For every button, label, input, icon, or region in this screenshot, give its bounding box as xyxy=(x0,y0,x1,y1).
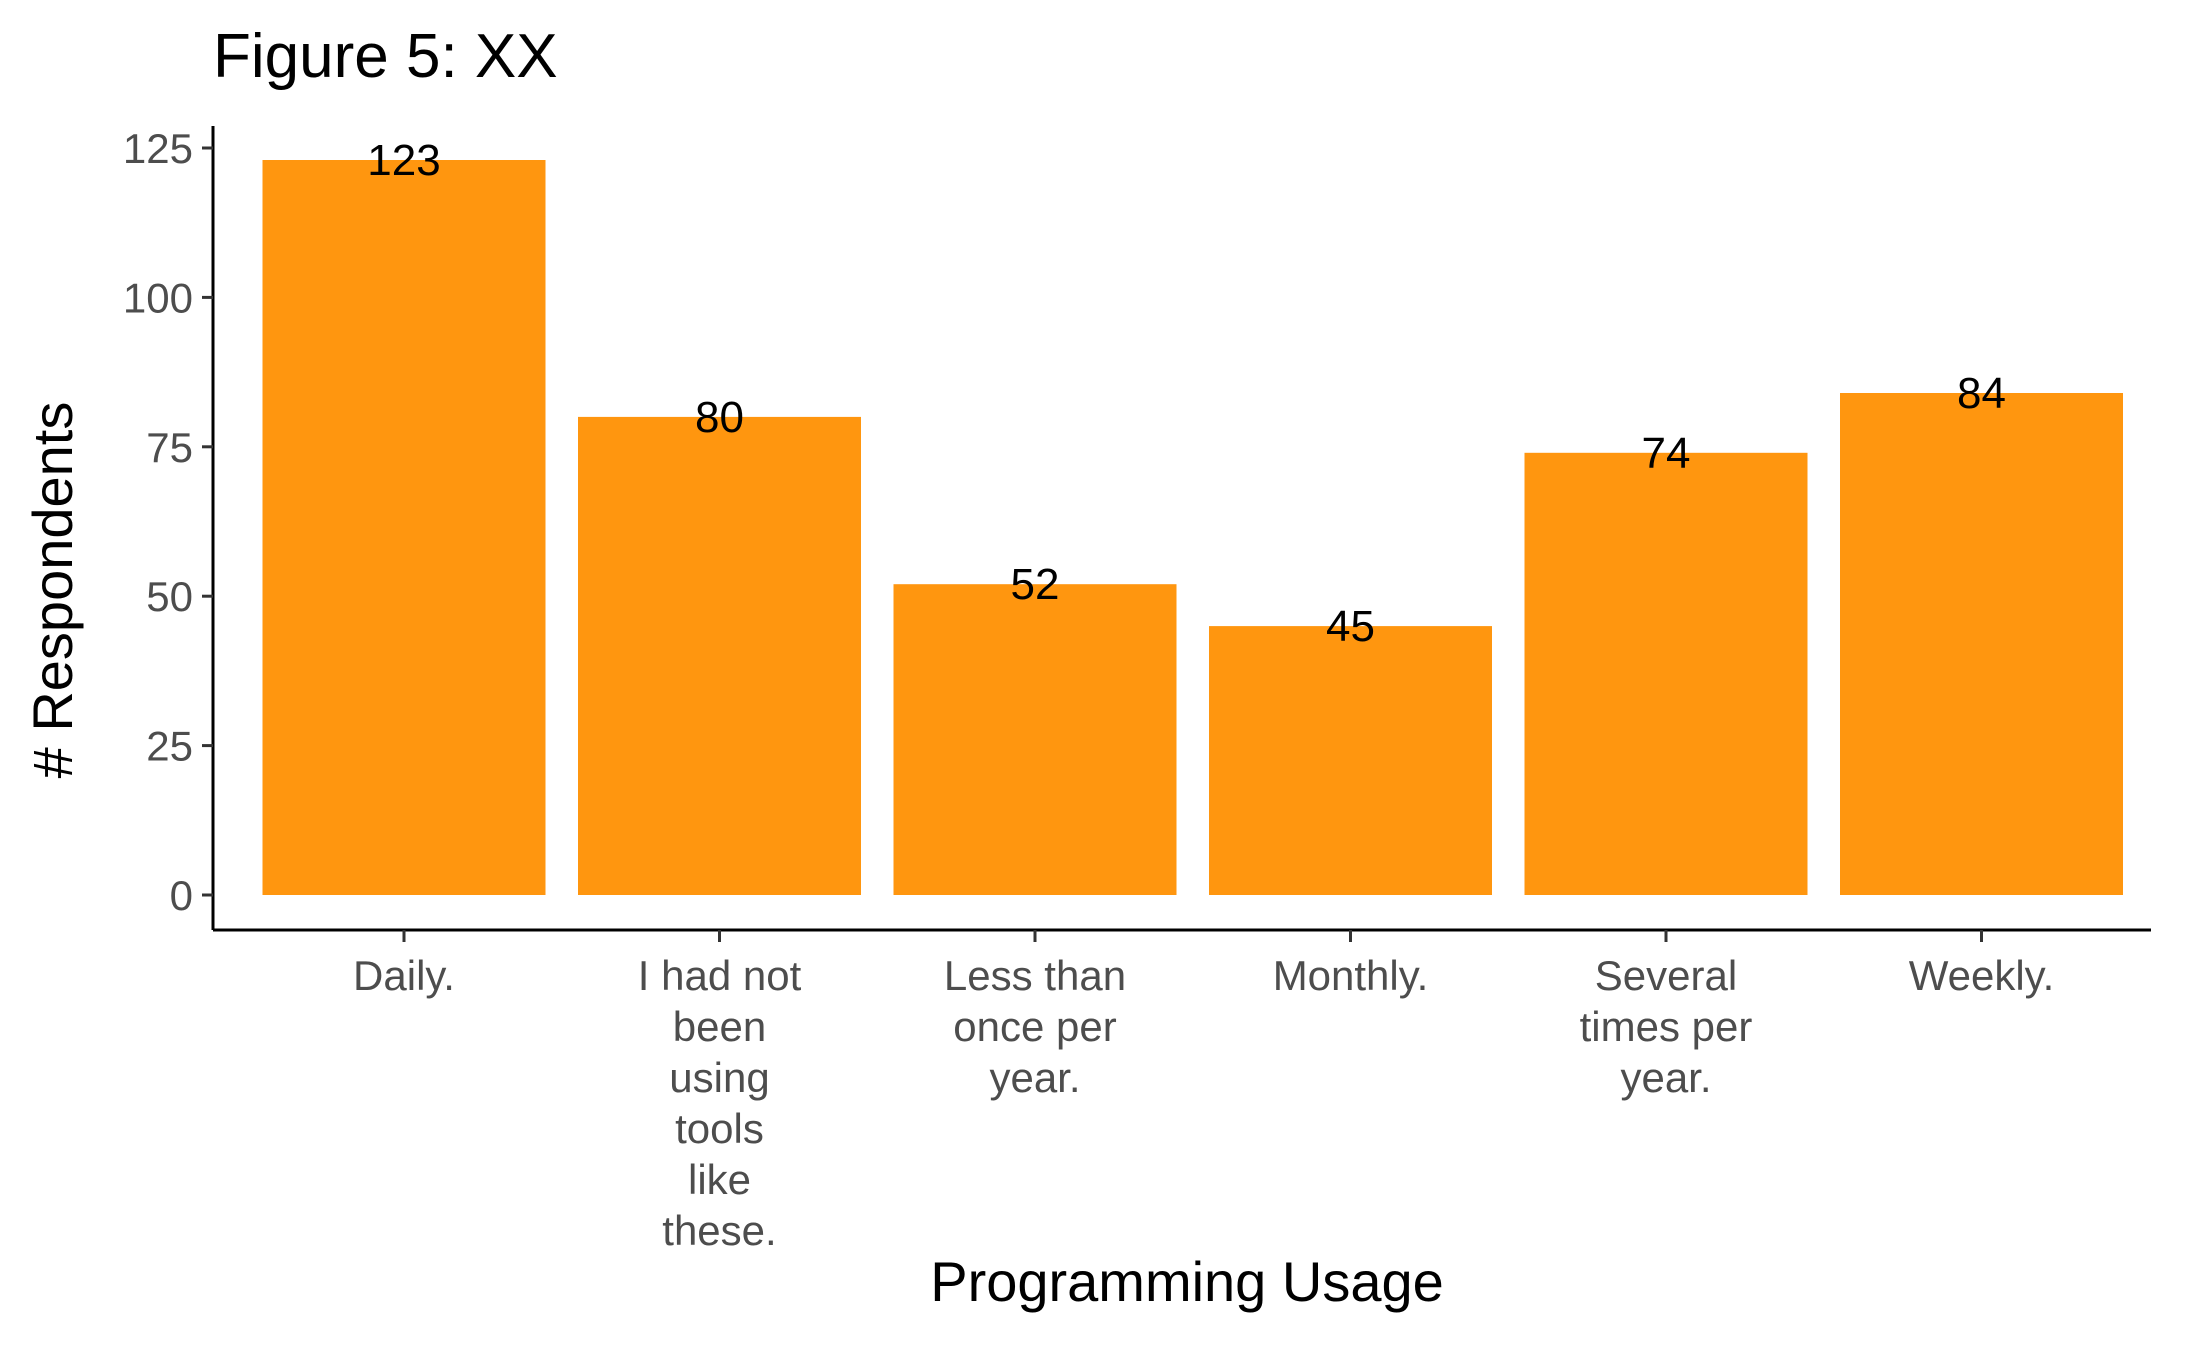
x-tick-label-line: Weekly. xyxy=(1909,952,2054,999)
x-ticks-group: Daily. I had not been using tools like these. L… xyxy=(353,930,2054,1254)
bar-value-label: 84 xyxy=(1957,369,2006,418)
y-tick-label: 125 xyxy=(123,125,193,172)
x-tick-label-line: been xyxy=(673,1003,766,1050)
x-tick-label-line: tools xyxy=(675,1105,764,1152)
x-tick-label: Daily. xyxy=(353,952,455,999)
x-tick-label-line: year. xyxy=(1620,1054,1711,1101)
x-tick-label-line: year. xyxy=(989,1054,1080,1101)
chart-title: Figure 5: XX xyxy=(213,22,558,91)
x-tick-label-line: Monthly. xyxy=(1273,952,1429,999)
y-tick-label: 75 xyxy=(146,424,193,471)
bar xyxy=(1209,626,1492,895)
x-tick-label-line: I had not xyxy=(638,952,802,999)
x-axis-title: Programming Usage xyxy=(930,1250,1444,1313)
bar-value-label: 74 xyxy=(1642,429,1691,478)
x-tick-label-line: once per xyxy=(953,1003,1116,1050)
bar-value-label: 45 xyxy=(1326,602,1375,651)
x-tick-label: I had not been using tools like these. xyxy=(638,952,802,1254)
bar xyxy=(893,584,1177,895)
x-tick-label: Monthly. xyxy=(1273,952,1429,999)
y-ticks-group: 0 25 50 75 100 125 xyxy=(123,125,213,919)
bar xyxy=(262,160,546,895)
x-tick-label-line: like xyxy=(688,1156,751,1203)
bar xyxy=(578,416,861,895)
y-axis-title: # Respondents xyxy=(21,402,84,779)
axes-group xyxy=(211,126,2151,932)
x-tick-label-line: Daily. xyxy=(353,952,455,999)
data-labels-group: 123 80 52 45 74 84 xyxy=(367,136,2006,651)
x-tick-label-line: these. xyxy=(662,1207,776,1254)
y-tick-label: 100 xyxy=(123,274,193,321)
x-tick-label-line: using xyxy=(669,1054,769,1101)
bar-value-label: 52 xyxy=(1011,560,1060,609)
bar xyxy=(1524,452,1808,895)
x-tick-label-line: Several xyxy=(1595,952,1737,999)
x-tick-label: Several times per year. xyxy=(1580,952,1753,1101)
x-tick-label: Weekly. xyxy=(1909,952,2054,999)
x-tick-label-line: Less than xyxy=(944,952,1126,999)
y-tick-label: 50 xyxy=(146,573,193,620)
x-tick-label: Less than once per year. xyxy=(944,952,1126,1101)
y-tick-label: 0 xyxy=(170,872,193,919)
bars-group xyxy=(262,160,2123,895)
x-tick-label-line: times per xyxy=(1580,1003,1753,1050)
bar-value-label: 123 xyxy=(367,136,440,185)
bar xyxy=(1840,393,2123,895)
bar-value-label: 80 xyxy=(695,393,744,442)
y-tick-label: 25 xyxy=(146,723,193,770)
